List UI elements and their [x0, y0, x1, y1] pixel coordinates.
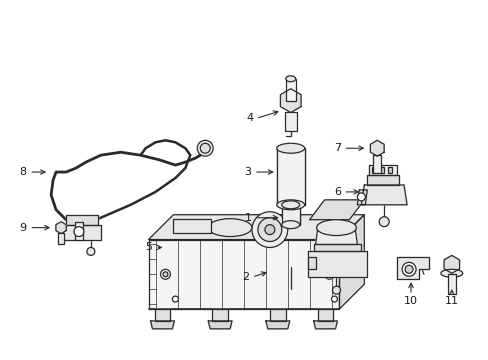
Polygon shape [313, 244, 361, 251]
Polygon shape [148, 215, 364, 239]
Text: 7: 7 [333, 143, 340, 153]
Circle shape [331, 296, 337, 302]
Text: 4: 4 [246, 113, 253, 123]
Circle shape [357, 193, 365, 201]
Ellipse shape [281, 201, 299, 209]
Circle shape [200, 143, 210, 153]
Polygon shape [66, 215, 98, 225]
Ellipse shape [208, 219, 251, 237]
Ellipse shape [276, 143, 304, 153]
Circle shape [74, 227, 84, 237]
Polygon shape [150, 321, 174, 329]
Circle shape [264, 225, 274, 235]
Bar [58, 233, 64, 244]
Ellipse shape [276, 200, 304, 210]
Circle shape [332, 286, 340, 294]
Bar [285, 79, 295, 100]
Text: 6: 6 [333, 187, 340, 197]
Bar [372, 155, 381, 173]
Polygon shape [280, 89, 301, 113]
Text: 10: 10 [403, 296, 417, 306]
Circle shape [326, 272, 331, 277]
Bar [281, 205, 299, 225]
Bar [173, 219, 211, 233]
Circle shape [163, 272, 167, 277]
Ellipse shape [281, 221, 299, 229]
Polygon shape [313, 321, 337, 329]
Circle shape [251, 212, 287, 247]
Circle shape [257, 218, 281, 242]
Text: 2: 2 [242, 272, 249, 282]
Bar [276, 148, 304, 205]
Polygon shape [368, 165, 396, 175]
Bar [75, 222, 83, 239]
Polygon shape [315, 230, 357, 244]
Bar [371, 167, 375, 173]
Ellipse shape [316, 220, 356, 235]
Polygon shape [307, 257, 315, 269]
Bar [284, 112, 296, 131]
Bar [387, 167, 391, 173]
Polygon shape [269, 309, 285, 321]
Polygon shape [309, 200, 364, 220]
Polygon shape [317, 309, 333, 321]
Polygon shape [307, 251, 366, 277]
Circle shape [379, 217, 388, 227]
Text: 5: 5 [145, 243, 152, 252]
Polygon shape [361, 185, 406, 205]
Circle shape [324, 269, 334, 279]
Polygon shape [369, 140, 384, 156]
Polygon shape [443, 255, 459, 273]
Circle shape [401, 262, 415, 276]
Ellipse shape [285, 76, 295, 82]
Polygon shape [63, 225, 101, 239]
Text: 1: 1 [244, 213, 251, 223]
Text: 3: 3 [244, 167, 251, 177]
Polygon shape [56, 222, 66, 234]
Polygon shape [366, 175, 398, 185]
Polygon shape [396, 257, 428, 279]
Circle shape [160, 269, 170, 279]
Polygon shape [339, 215, 364, 309]
Ellipse shape [440, 269, 462, 277]
Polygon shape [154, 309, 170, 321]
Polygon shape [265, 321, 289, 329]
Polygon shape [357, 190, 366, 205]
Polygon shape [212, 309, 227, 321]
Bar [380, 167, 384, 173]
Text: 9: 9 [20, 222, 27, 233]
Circle shape [87, 247, 95, 255]
Circle shape [404, 265, 412, 273]
Circle shape [172, 296, 178, 302]
Text: 8: 8 [20, 167, 27, 177]
Polygon shape [148, 239, 339, 309]
Text: 11: 11 [444, 296, 458, 306]
Polygon shape [208, 321, 232, 329]
Bar [447, 274, 455, 294]
Circle shape [197, 140, 213, 156]
